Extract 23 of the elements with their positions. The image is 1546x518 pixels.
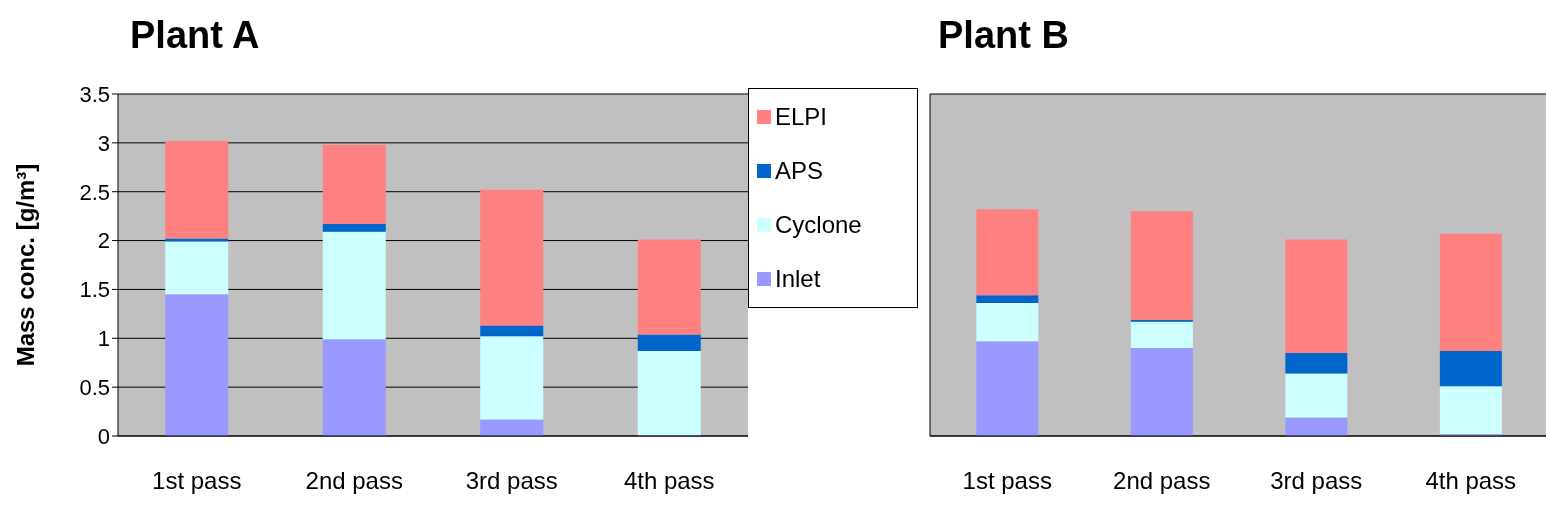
y-tick-label: 2.5 [79, 179, 110, 205]
x-tick-label: 1st pass [962, 467, 1052, 495]
x-tick-label: 4th pass [623, 467, 715, 495]
chart-title: Plant B [938, 14, 1069, 57]
x-tick-label: 3rd pass [465, 467, 558, 495]
x-tick-label: 2nd pass [305, 467, 403, 495]
x-tick-label: 2nd pass [1113, 467, 1211, 495]
chart-title: Plant A [130, 14, 260, 57]
legend-label: APS [775, 157, 824, 185]
y-tick-label: 3 [97, 130, 110, 156]
legend-label: ELPI [775, 103, 828, 131]
y-axis-title: Mass conc. [g/m³] [11, 163, 39, 367]
x-tick-label: 1st pass [152, 467, 242, 495]
y-tick-label: 0.5 [79, 374, 110, 400]
y-tick-label: 1 [97, 326, 110, 352]
y-tick-label: 2 [97, 228, 110, 254]
y-tick-label: 0 [97, 423, 110, 449]
legend-label: Cyclone [775, 211, 862, 239]
y-tick-label: 3.5 [79, 81, 110, 107]
x-tick-label: 4th pass [1425, 467, 1517, 495]
x-tick-label: 3rd pass [1270, 467, 1363, 495]
y-tick-label: 1.5 [79, 277, 110, 303]
legend-label: Inlet [775, 265, 821, 293]
